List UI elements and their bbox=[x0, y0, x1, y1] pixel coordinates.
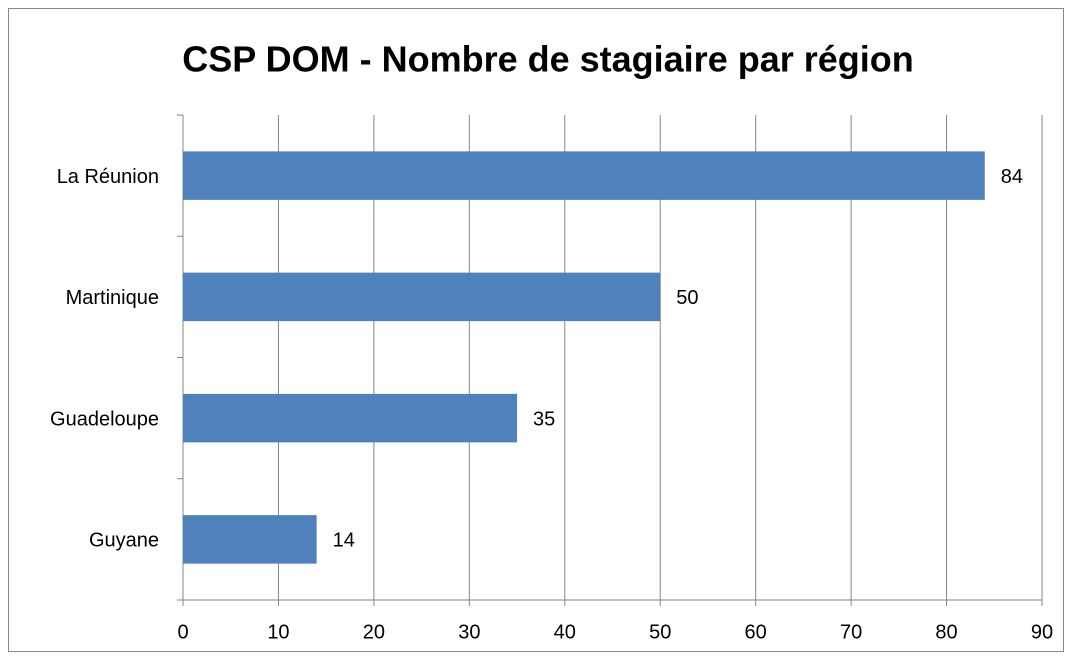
x-tick-label: 0 bbox=[177, 621, 188, 643]
bar bbox=[183, 272, 661, 322]
y-tick-label: Guyane bbox=[89, 530, 159, 552]
data-label: 35 bbox=[533, 408, 555, 430]
bar bbox=[183, 515, 317, 564]
x-tick-label: 20 bbox=[363, 621, 385, 643]
y-tick-label: Guadeloupe bbox=[50, 408, 159, 430]
data-label: 14 bbox=[333, 530, 355, 552]
x-tick-label: 40 bbox=[554, 621, 576, 643]
y-tick-label: Martinique bbox=[66, 287, 159, 309]
x-tick-label: 30 bbox=[458, 621, 480, 643]
bar bbox=[183, 151, 985, 200]
y-tick-label: La Réunion bbox=[57, 166, 159, 188]
x-tick-label: 70 bbox=[840, 621, 862, 643]
data-label: 84 bbox=[1001, 166, 1023, 188]
chart-frame bbox=[8, 8, 1064, 652]
x-tick-label: 90 bbox=[1031, 621, 1053, 643]
x-tick-label: 50 bbox=[649, 621, 671, 643]
x-tick-label: 80 bbox=[935, 621, 957, 643]
x-tick-label: 10 bbox=[267, 621, 289, 643]
data-label: 50 bbox=[676, 287, 698, 309]
bar bbox=[183, 393, 518, 443]
chart-title: CSP DOM - Nombre de stagiaire par région bbox=[182, 39, 914, 80]
x-tick-label: 60 bbox=[745, 621, 767, 643]
